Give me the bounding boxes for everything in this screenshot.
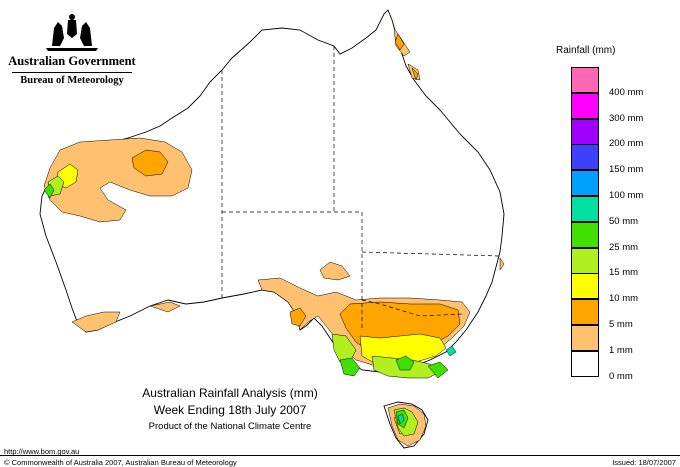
legend-swatch (571, 273, 599, 300)
legend-swatch (571, 350, 599, 377)
rain-15mm-regions (47, 175, 441, 437)
copyright-text: © Commonwealth of Australia 2007, Austra… (4, 458, 237, 467)
website-link[interactable]: http://www.bom.gov.au (4, 447, 80, 456)
government-name: Australian Government (8, 54, 136, 68)
map-subtitle: Week Ending 18th July 2007 (153, 403, 307, 417)
rain-10mm-regions (55, 163, 447, 435)
legend-swatch (571, 92, 599, 119)
legend-swatch (571, 118, 599, 145)
legend-label: 25 mm (609, 241, 639, 253)
legend-swatch (571, 247, 599, 274)
map-credit: Product of the National Climate Centre (148, 421, 312, 432)
legend-label: 300 mm (609, 112, 644, 124)
legend-swatch (571, 221, 599, 248)
legend-swatch (571, 325, 599, 351)
header-divider (12, 72, 132, 73)
coat-of-arms-icon (46, 14, 98, 51)
legend-label: 10 mm (609, 293, 639, 305)
legend-label: 5 mm (609, 319, 633, 330)
map-title: Australian Rainfall Analysis (mm) (142, 386, 318, 400)
legend-swatch (571, 299, 599, 326)
legend-swatch (571, 170, 599, 197)
legend-label: 50 mm (609, 215, 639, 227)
rain-25mm-regions (43, 183, 449, 429)
legend-label: 15 mm (609, 267, 639, 279)
legend-title: Rainfall (mm) (556, 45, 616, 56)
legend-swatch (571, 144, 599, 171)
legend-label: 150 mm (609, 164, 644, 176)
legend-label: 1 mm (609, 344, 633, 356)
footer-divider (0, 455, 680, 456)
legend-swatch (571, 67, 599, 93)
bureau-name: Bureau of Meteorology (20, 75, 124, 86)
issued-date: Issued: 18/07/2007 (612, 458, 676, 467)
agency-header: Australian Government Bureau of Meteorol… (8, 12, 136, 86)
legend-label: 400 mm (609, 86, 644, 98)
legend-label: 100 mm (609, 190, 644, 201)
map-titles: Australian Rainfall Analysis (mm) Week E… (110, 386, 350, 432)
state-borders (221, 46, 501, 330)
rain-50mm-regions (397, 345, 457, 425)
legend-label: 200 mm (609, 138, 644, 150)
legend-label: 0 mm (609, 370, 633, 382)
legend-swatch (571, 196, 599, 222)
